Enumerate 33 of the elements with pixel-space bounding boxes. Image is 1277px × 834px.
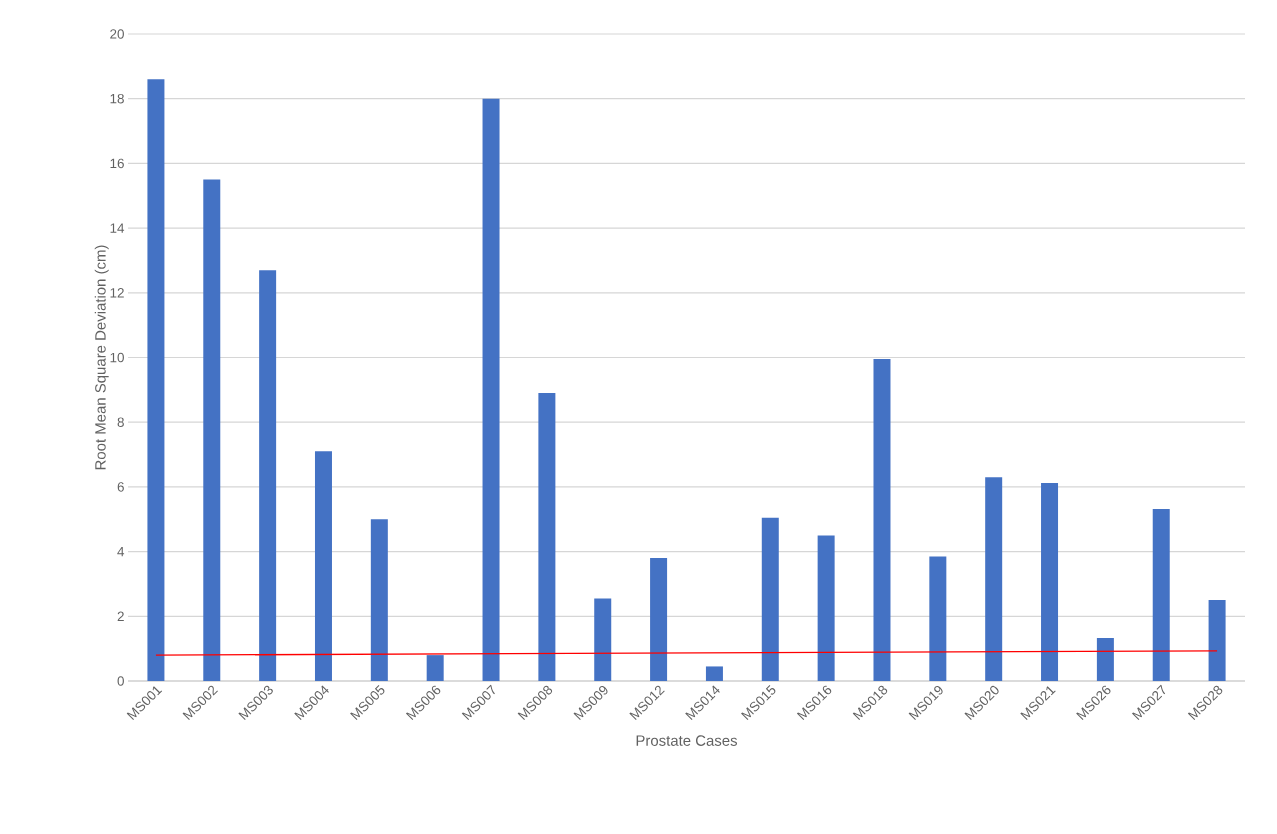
y-tick-label: 12 — [110, 288, 124, 298]
y-tick-label: 18 — [110, 93, 124, 104]
bar — [147, 79, 165, 681]
bar — [817, 535, 835, 681]
y-tick-label: 14 — [110, 223, 125, 233]
bar — [1208, 600, 1226, 681]
y-tick-label: 2 — [117, 611, 124, 621]
y-tick-label: 10 — [110, 352, 124, 363]
bar — [259, 270, 277, 681]
y-tick-label: 6 — [117, 482, 124, 492]
bar — [594, 598, 612, 681]
bar — [482, 98, 500, 681]
bar — [873, 359, 891, 681]
bar — [1041, 483, 1059, 681]
y-tick-label: 8 — [117, 417, 124, 427]
y-tick-label: 20 — [110, 29, 124, 39]
bar — [929, 556, 947, 681]
bar — [761, 517, 779, 681]
bar — [314, 451, 332, 681]
bar — [1152, 508, 1170, 681]
bar — [1096, 637, 1114, 681]
bar — [650, 558, 668, 681]
y-tick-label: 16 — [110, 158, 124, 169]
y-tick-label: 4 — [117, 546, 125, 557]
bar — [538, 393, 556, 681]
bar — [705, 666, 723, 681]
bar — [426, 655, 444, 681]
bar — [985, 477, 1003, 681]
y-axis-title: Root Mean Square Deviation (cm) — [94, 245, 109, 470]
bar — [203, 179, 221, 681]
bar — [370, 519, 388, 681]
y-tick-label: 0 — [117, 676, 124, 686]
x-axis-title: Prostate Cases — [636, 735, 738, 746]
